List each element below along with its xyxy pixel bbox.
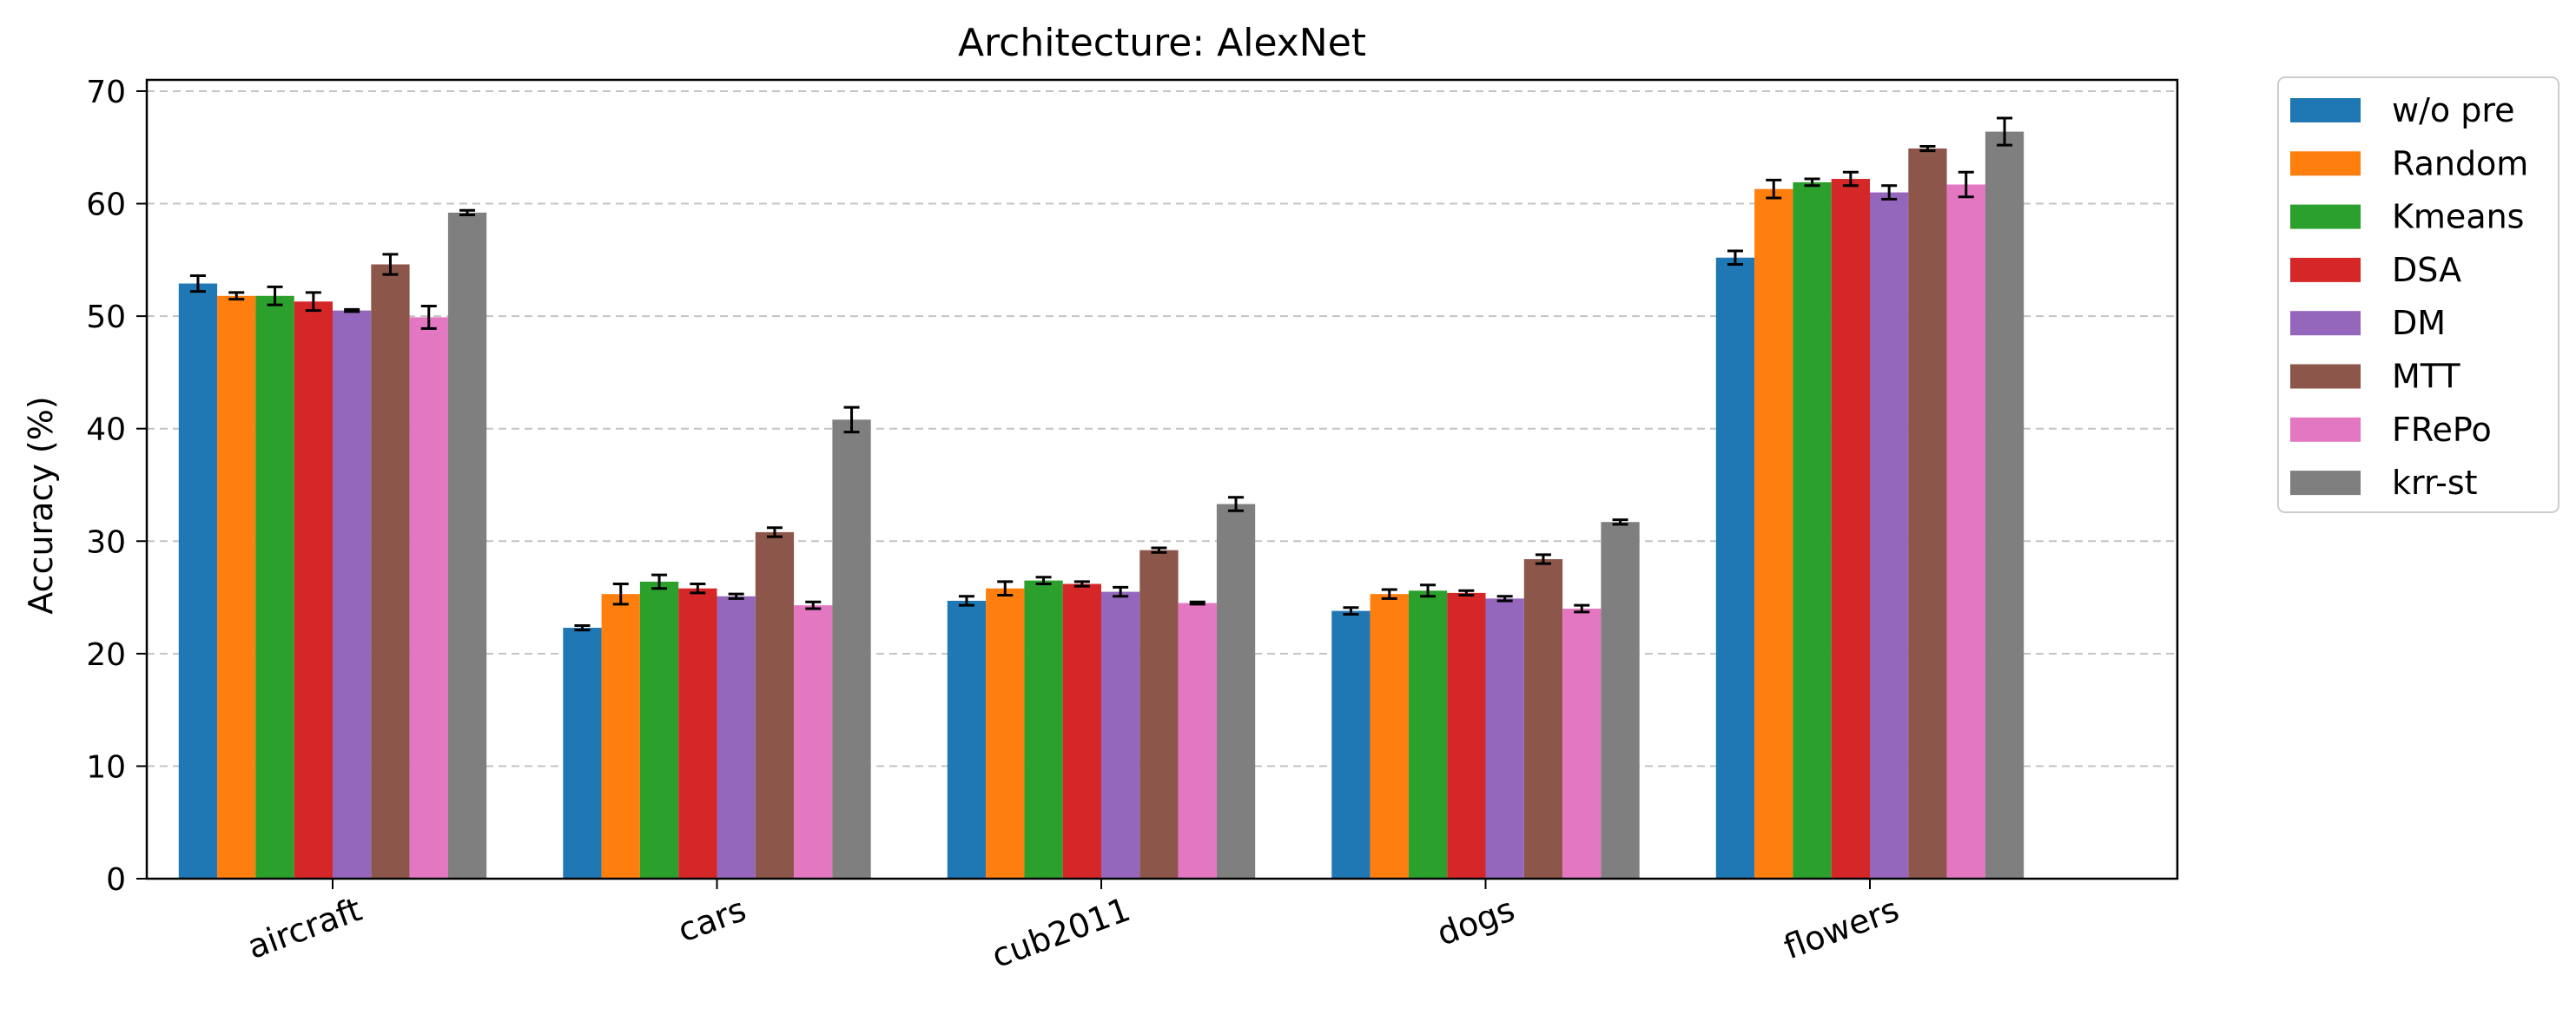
bar [601,594,640,879]
legend-label: DSA [2392,251,2461,289]
legend-swatch [2290,204,2361,229]
y-axis-ticks: 0 10 20 30 40 50 60 70 [86,75,147,898]
bar [755,531,795,879]
legend-label: MTT [2392,358,2460,396]
legend-swatch [2290,364,2361,389]
bar [794,605,833,879]
bar [1485,598,1524,879]
bar [178,283,218,879]
y-tick-label: 40 [86,412,126,448]
x-tick-label: aircraft [242,890,367,966]
bar [255,295,294,880]
bar [333,310,372,879]
bar [1062,583,1101,879]
legend-swatch [2290,98,2361,122]
y-tick-label: 0 [106,862,126,898]
x-tick-label: flowers [1779,890,1904,966]
bar [1908,148,1947,880]
bar [1601,522,1640,879]
legend-box [2277,76,2559,513]
y-tick-label: 10 [86,749,126,785]
bar [1562,609,1602,879]
bar [717,596,756,879]
legend-label: FRePo [2392,411,2492,449]
bar [832,419,871,879]
legend-swatch [2290,471,2361,496]
bars-group [178,131,2024,880]
bar [563,628,602,879]
legend-label: w/o pre [2392,91,2515,129]
bar [371,264,410,879]
bar [1870,192,1909,880]
bar [1523,559,1563,879]
legend-swatch [2290,417,2361,442]
x-tick-label: cars [673,890,751,950]
x-tick-label: dogs [1432,890,1520,953]
y-tick-label: 50 [86,300,126,335]
x-axis-ticks: aircraft cars cub2011 dogs flowers [242,879,1904,975]
bar [1946,184,1985,879]
bar [639,581,679,879]
legend-label: Random [2392,144,2528,182]
bar [1754,188,1793,880]
bar [294,301,333,880]
bar [1793,181,1832,879]
legend-label: Kmeans [2392,198,2524,236]
legend-swatch [2290,257,2361,282]
bar [1370,594,1409,879]
bar [1139,550,1179,879]
bar [1447,592,1486,879]
bar [986,588,1025,879]
bar [1831,179,1870,879]
legend-swatch [2290,151,2361,176]
y-tick-label: 60 [86,188,126,223]
bar [1216,504,1256,879]
y-axis-label: Accuracy (%) [22,396,60,614]
y-tick-label: 30 [86,524,126,560]
y-tick-label: 20 [86,637,126,673]
bar [1715,257,1755,879]
bar [1101,591,1140,879]
legend-swatch [2290,311,2361,336]
chart-title: Architecture: AlexNet [958,21,1366,65]
bar [1985,131,2024,879]
legend-label: DM [2392,304,2446,342]
bar [409,317,448,879]
bar [1178,603,1217,879]
bar [1024,580,1063,879]
plot-frame [145,78,2179,880]
x-tick-label: cub2011 [987,890,1135,975]
legend-label: krr-st [2392,464,2478,502]
bar [447,212,487,879]
bar [1331,610,1371,879]
bar [678,588,717,879]
bar [947,600,987,879]
bar [1408,590,1448,879]
bar [217,295,256,880]
error-bars-group [189,116,2013,632]
legend: w/o pre Random Kmeans DSA DM MTT FRePo krr-st [2277,76,2559,513]
y-tick-label: 70 [86,75,126,110]
